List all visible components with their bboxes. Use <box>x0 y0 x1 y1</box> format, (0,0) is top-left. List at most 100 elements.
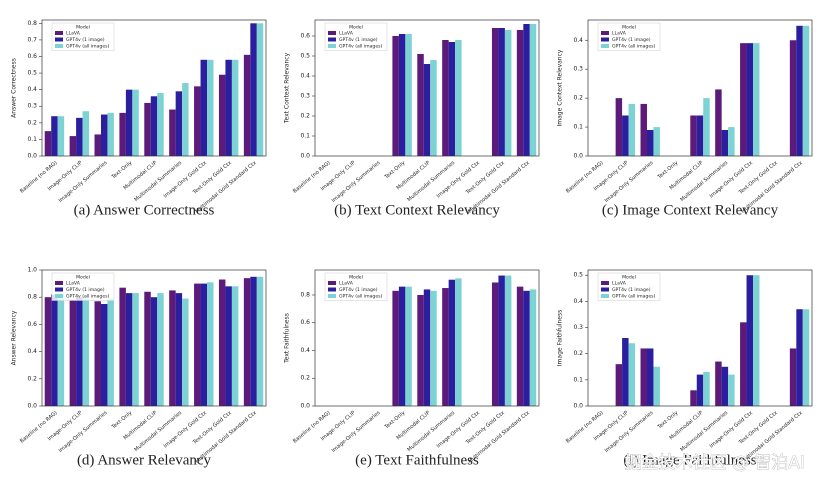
bar <box>442 40 449 156</box>
bar <box>516 286 524 406</box>
bar <box>200 59 208 156</box>
x-tick-label: Image-Only Summaries <box>331 160 382 204</box>
legend-swatch <box>328 287 336 292</box>
bar <box>132 89 139 156</box>
bar <box>231 59 239 156</box>
x-tick-label: Text-Only <box>110 160 133 181</box>
bar <box>740 322 747 406</box>
y-tick-label: 0.3 <box>573 324 583 331</box>
y-tick-label: 0.3 <box>573 66 583 73</box>
bar <box>94 134 101 156</box>
legend-title: Model <box>349 275 363 281</box>
y-tick-label: 0.4 <box>573 37 583 44</box>
bar <box>653 127 660 156</box>
bar <box>82 297 90 406</box>
bar <box>802 25 810 157</box>
bar <box>225 286 232 406</box>
y-tick-label: 0.8 <box>300 291 310 298</box>
y-axis-label: Image Faithfulness <box>557 310 564 366</box>
legend-swatch <box>55 37 63 42</box>
legend-label: LLaVA <box>66 281 81 287</box>
caption: (c) Image Context Relevancy <box>602 202 779 218</box>
legend-swatch <box>55 281 63 285</box>
bar <box>132 293 139 406</box>
legend-swatch <box>328 31 336 35</box>
bar <box>455 278 462 406</box>
y-tick-label: 0.3 <box>300 93 310 100</box>
legend-label: GPT4v (all images) <box>339 44 383 50</box>
x-tick-label: Multimodal Summaries <box>406 160 456 203</box>
y-tick-label: 0.7 <box>27 36 37 43</box>
legend-label: GPT4v (1 image) <box>339 37 378 43</box>
caption: (f) Image Faithfulness <box>623 452 756 468</box>
y-tick-label: 1.0 <box>27 267 37 274</box>
bar <box>529 24 537 156</box>
legend-swatch <box>328 294 336 298</box>
bar <box>182 298 189 406</box>
bar <box>715 89 722 156</box>
legend-label: LLaVA <box>612 31 627 37</box>
y-tick-label: 0.5 <box>573 272 583 279</box>
bar <box>100 304 108 406</box>
bar <box>690 115 697 156</box>
legend-label: GPT4v (1 image) <box>612 287 651 293</box>
y-tick-label: 0.2 <box>573 350 583 357</box>
bar <box>721 366 729 406</box>
bar <box>430 60 437 156</box>
bar <box>119 112 126 156</box>
x-tick-label: Text-Only <box>383 160 406 181</box>
bar <box>150 297 158 406</box>
legend-swatch <box>601 31 609 35</box>
x-tick-label: Multimodal Summaries <box>406 410 456 453</box>
bar <box>523 290 530 406</box>
bar <box>182 83 189 156</box>
bar <box>622 115 629 156</box>
x-tick-label: Image-Only Gold Ctx <box>709 160 754 199</box>
legend-title: Model <box>622 275 636 281</box>
bar <box>194 86 201 156</box>
bar <box>207 282 214 406</box>
legend-label: LLaVA <box>612 281 627 287</box>
bar <box>51 294 58 406</box>
bar <box>615 364 623 406</box>
bar <box>398 286 406 406</box>
plot-frame <box>587 19 813 157</box>
y-axis-label: Answer Relevancy <box>11 310 18 365</box>
bar <box>504 275 512 406</box>
legend-swatch <box>55 44 63 48</box>
y-tick-label: 0.2 <box>300 375 310 382</box>
bar <box>194 283 201 406</box>
legend-swatch <box>55 287 63 292</box>
bar <box>728 374 735 406</box>
bar <box>57 293 65 406</box>
y-tick-label: 0.3 <box>27 103 37 110</box>
legend-label: GPT4v (1 image) <box>339 287 378 293</box>
y-tick-label: 0.1 <box>573 124 583 131</box>
bar <box>653 366 660 406</box>
bar <box>157 92 164 156</box>
bar <box>107 112 114 156</box>
bar <box>250 276 257 406</box>
bar <box>250 23 257 156</box>
x-tick-label: Image-Only Summaries <box>58 160 109 204</box>
y-tick-label: 0.2 <box>300 113 310 120</box>
y-tick-label: 0.2 <box>27 375 37 382</box>
bar <box>640 103 647 156</box>
bar <box>218 74 226 156</box>
y-tick-label: 0.5 <box>27 70 37 77</box>
y-tick-label: 0.1 <box>300 133 310 140</box>
legend-label: GPT4v (all images) <box>66 294 110 300</box>
bar <box>392 290 399 406</box>
bar <box>442 288 449 406</box>
x-tick-label: Text-Only <box>110 410 133 431</box>
x-tick-label: Multimodal Summaries <box>679 160 729 203</box>
bar <box>175 293 183 406</box>
bar <box>69 136 77 156</box>
bar <box>231 286 239 406</box>
bar <box>696 374 704 406</box>
x-tick-label: Text-Only <box>383 410 406 431</box>
x-tick-label: Image-Only Summaries <box>331 410 382 454</box>
